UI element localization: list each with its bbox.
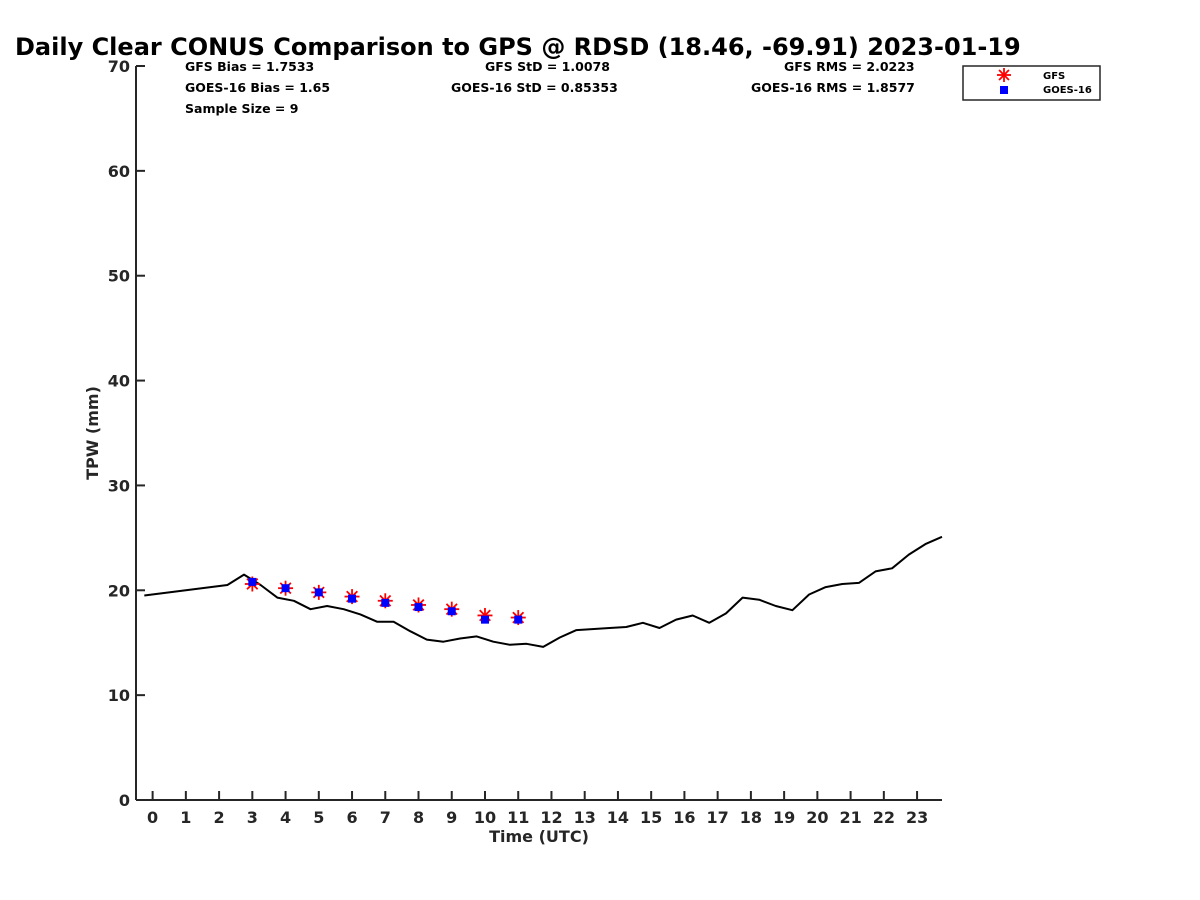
x-tick-label: 16 bbox=[673, 808, 695, 827]
x-tick-label: 2 bbox=[214, 808, 225, 827]
x-tick-label: 17 bbox=[707, 808, 729, 827]
y-tick-label: 60 bbox=[108, 162, 130, 181]
y-tick-label: 10 bbox=[108, 686, 130, 705]
goes-std-text: GOES-16 StD = 0.85353 bbox=[451, 80, 618, 95]
y-tick-label: 20 bbox=[108, 581, 130, 600]
x-tick-label: 3 bbox=[247, 808, 258, 827]
x-ticks: 0 1 2 3 4 5 6 7 8 9 10 11 12 13 14 15 16 17 18 19 20 21 22 23 bbox=[147, 791, 928, 827]
legend-goes-marker bbox=[1000, 86, 1008, 94]
series-line bbox=[144, 535, 943, 648]
y-tick-label: 50 bbox=[108, 267, 130, 286]
goes-point bbox=[314, 588, 323, 597]
x-tick-label: 15 bbox=[640, 808, 662, 827]
goes-point bbox=[414, 603, 423, 612]
x-tick-label: 19 bbox=[773, 808, 795, 827]
gfs-rms-text: GFS RMS = 2.0223 bbox=[784, 59, 915, 74]
gfs-std-text: GFS StD = 1.0078 bbox=[485, 59, 610, 74]
x-tick-label: 10 bbox=[474, 808, 496, 827]
y-axis-label: TPW (mm) bbox=[83, 386, 102, 480]
y-tick-label: 70 bbox=[108, 57, 130, 76]
x-tick-label: 13 bbox=[574, 808, 596, 827]
chart-title: Daily Clear CONUS Comparison to GPS @ RD… bbox=[15, 33, 1021, 61]
y-tick-label: 0 bbox=[119, 791, 130, 810]
x-tick-label: 4 bbox=[280, 808, 291, 827]
goes-bias-text: GOES-16 Bias = 1.65 bbox=[185, 80, 330, 95]
x-tick-label: 1 bbox=[180, 808, 191, 827]
sample-size-text: Sample Size = 9 bbox=[185, 101, 298, 116]
x-tick-label: 8 bbox=[413, 808, 424, 827]
x-tick-label: 21 bbox=[839, 808, 861, 827]
x-tick-label: 22 bbox=[873, 808, 895, 827]
goes-point bbox=[381, 598, 390, 607]
x-tick-label: 11 bbox=[507, 808, 529, 827]
goes-point bbox=[514, 615, 523, 624]
x-tick-label: 6 bbox=[346, 808, 357, 827]
goes-point bbox=[248, 577, 257, 586]
goes-point bbox=[447, 607, 456, 616]
y-tick-label: 40 bbox=[108, 372, 130, 391]
legend: GFS GOES-16 bbox=[962, 65, 1101, 101]
x-tick-label: 23 bbox=[906, 808, 928, 827]
legend-box bbox=[962, 65, 1101, 101]
x-tick-label: 7 bbox=[380, 808, 391, 827]
legend-goes-label: GOES-16 bbox=[1043, 85, 1092, 96]
goes-point bbox=[480, 615, 489, 624]
legend-gfs-asterisk bbox=[997, 68, 1011, 82]
y-tick-label: 30 bbox=[108, 476, 130, 495]
series-layer bbox=[144, 535, 943, 648]
x-tick-label: 14 bbox=[607, 808, 629, 827]
legend-gfs-label: GFS bbox=[1043, 71, 1065, 82]
goes-rms-text: GOES-16 RMS = 1.8577 bbox=[751, 80, 915, 95]
x-tick-label: 0 bbox=[147, 808, 158, 827]
x-tick-label: 5 bbox=[313, 808, 324, 827]
gfs-bias-text: GFS Bias = 1.7533 bbox=[185, 59, 314, 74]
legend-gfs-marker bbox=[997, 68, 1011, 82]
x-tick-label: 9 bbox=[446, 808, 457, 827]
x-tick-label: 20 bbox=[806, 808, 828, 827]
x-tick-label: 12 bbox=[540, 808, 562, 827]
x-axis-label: Time (UTC) bbox=[489, 827, 589, 846]
y-ticks: 0 10 20 30 40 50 60 70 bbox=[108, 57, 145, 810]
goes-point bbox=[281, 584, 290, 593]
x-tick-label: 18 bbox=[740, 808, 762, 827]
goes-point bbox=[348, 594, 357, 603]
